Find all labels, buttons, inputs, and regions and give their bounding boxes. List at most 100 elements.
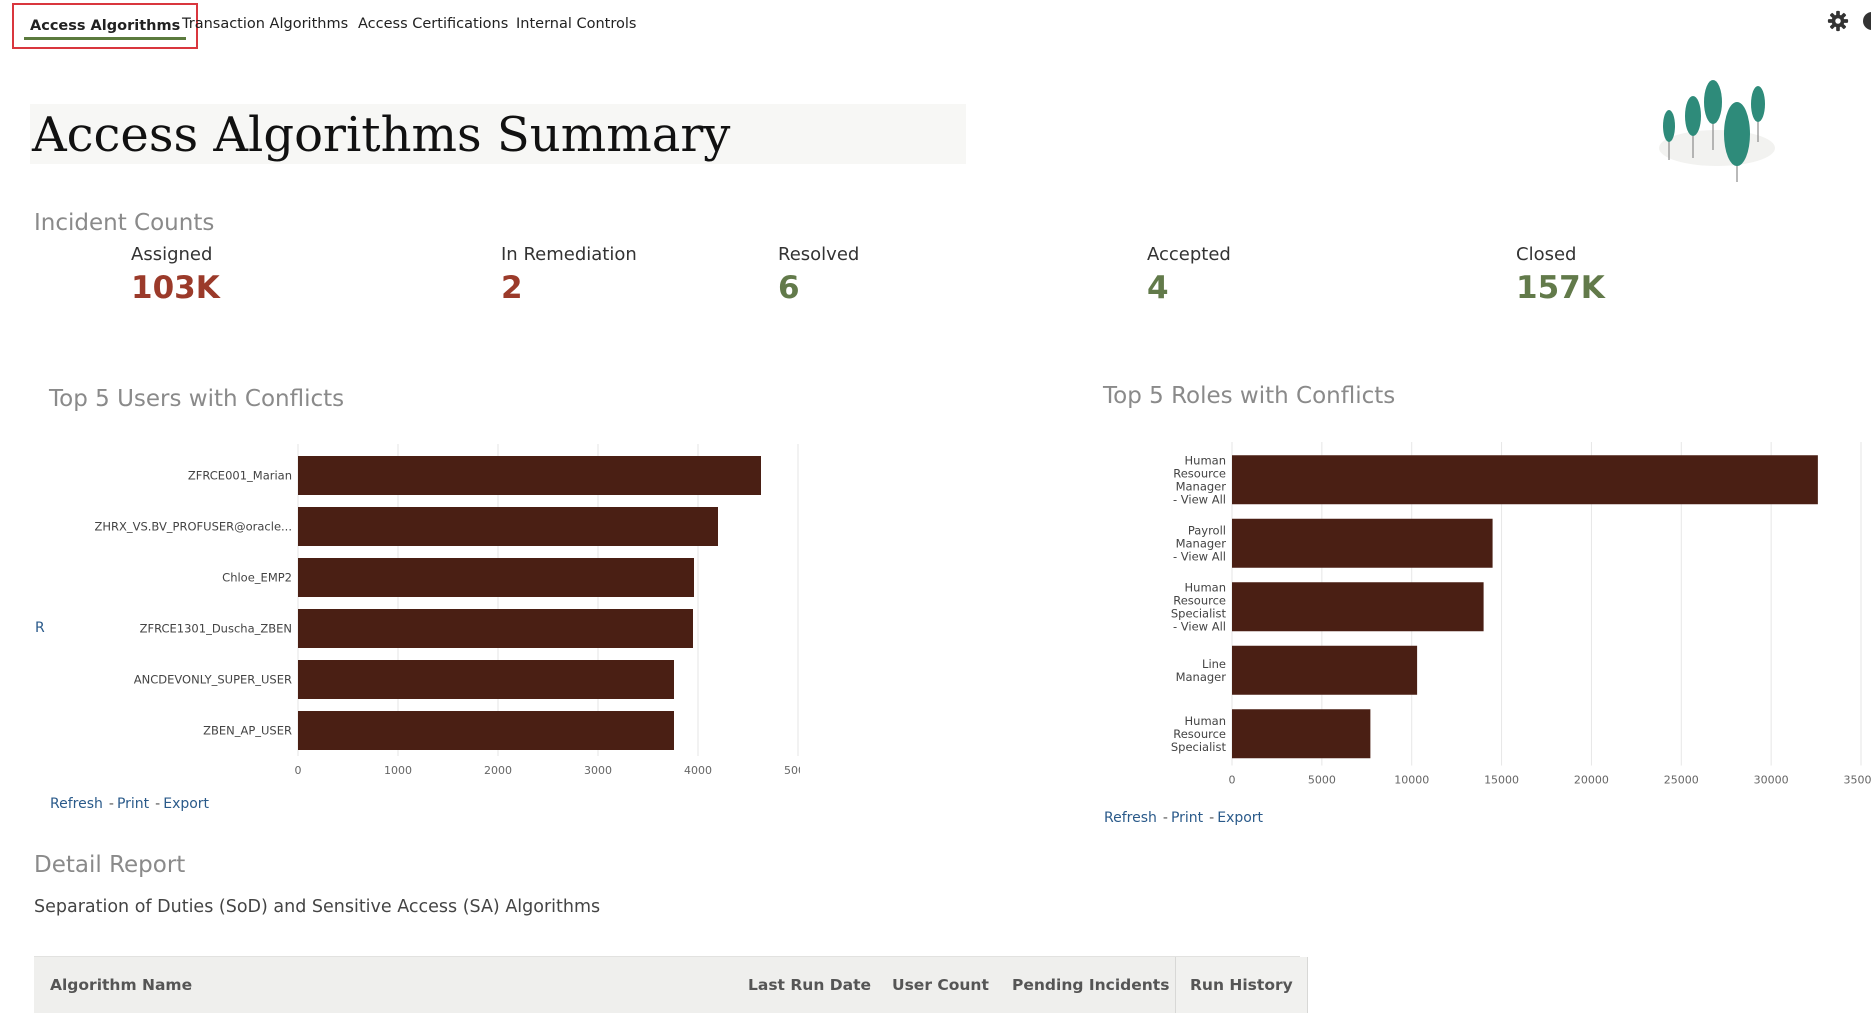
count-value[interactable]: 4 [1147, 271, 1231, 305]
print-link[interactable]: Print [117, 796, 149, 812]
count-resolved: Resolved 6 [778, 244, 859, 305]
bar[interactable] [298, 558, 694, 597]
category-label: Human [1185, 453, 1226, 467]
gear-icon[interactable] [1827, 10, 1849, 32]
active-tab-indicator [24, 37, 186, 40]
column-header-algorithm-name[interactable]: Algorithm Name [50, 957, 192, 1013]
count-label: In Remediation [501, 244, 637, 265]
category-label: Resource [1173, 727, 1226, 741]
roles-chart-actions: Refresh-Print-Export [1104, 810, 1263, 826]
category-label: Manager [1176, 536, 1227, 550]
user-menu-icon[interactable] [1861, 10, 1871, 32]
count-accepted: Accepted 4 [1147, 244, 1231, 305]
category-label: ZBEN_AP_USER [203, 724, 292, 738]
tab-label: Internal Controls [516, 16, 636, 32]
link-separator: - [155, 796, 160, 812]
print-link[interactable]: Print [1171, 810, 1203, 826]
column-header-pending-incidents[interactable]: Pending Incidents [1012, 957, 1169, 1013]
roles-conflicts-chart: 0 5000 10000 15000 20000 25000 30000 35000 Human… [1060, 410, 1871, 790]
category-label: ZFRCE1301_Duscha_ZBEN [140, 622, 292, 636]
category-label: - View All [1173, 549, 1226, 563]
x-tick-label: 35000 [1844, 774, 1871, 787]
category-label: - View All [1173, 492, 1226, 506]
refresh-link[interactable]: Refresh [50, 796, 103, 812]
tab-access-algorithms[interactable]: Access Algorithms [12, 3, 198, 49]
category-label: ANCDEVONLY_SUPER_USER [134, 673, 292, 687]
category-label: Manager [1176, 670, 1227, 684]
count-value[interactable]: 103K [131, 271, 220, 305]
x-tick-label: 4000 [684, 764, 712, 777]
bar[interactable] [1232, 455, 1818, 504]
x-tick-label: 30000 [1754, 774, 1789, 787]
x-tick-label: 15000 [1484, 774, 1519, 787]
bar[interactable] [1232, 582, 1484, 631]
column-header-user-count[interactable]: User Count [892, 957, 989, 1013]
link-separator: - [1209, 810, 1214, 826]
category-label: Specialist [1171, 606, 1227, 620]
x-tick-label: 20000 [1574, 774, 1609, 787]
users-conflicts-chart: 0 1000 2000 3000 4000 5000 ZFRCE001_Marian ZHRX… [0, 410, 800, 780]
tab-access-certifications[interactable]: Access Certifications [358, 4, 508, 44]
column-header-run-history[interactable]: Run History [1175, 957, 1308, 1013]
x-tick-label: 1000 [384, 764, 412, 777]
x-tick-label: 0 [1229, 774, 1236, 787]
count-label: Resolved [778, 244, 859, 265]
bar[interactable] [298, 660, 674, 699]
category-label: ZFRCE001_Marian [188, 469, 292, 483]
count-closed: Closed 157K [1516, 244, 1605, 305]
tab-internal-controls[interactable]: Internal Controls [516, 4, 636, 44]
x-tick-label: 2000 [484, 764, 512, 777]
category-label: Specialist [1171, 740, 1227, 754]
count-label: Closed [1516, 244, 1605, 265]
count-label: Accepted [1147, 244, 1231, 265]
bar[interactable] [298, 456, 761, 495]
category-label: Human [1185, 714, 1226, 728]
tab-label: Access Algorithms [30, 18, 180, 34]
bar[interactable] [298, 711, 674, 750]
category-label: Resource [1173, 593, 1226, 607]
bar[interactable] [1232, 646, 1417, 695]
count-assigned: Assigned 103K [131, 244, 220, 305]
count-value[interactable]: 2 [501, 271, 637, 305]
x-tick-label: 3000 [584, 764, 612, 777]
count-value[interactable]: 157K [1516, 271, 1605, 305]
export-link[interactable]: Export [1217, 810, 1263, 826]
chart-roles-title: Top 5 Roles with Conflicts [1103, 383, 1395, 409]
detail-report-subtitle: Separation of Duties (SoD) and Sensitive… [34, 897, 600, 917]
x-tick-label: 25000 [1664, 774, 1699, 787]
category-label: ZHRX_VS.BV_PROFUSER@oracle... [94, 520, 292, 534]
trees-illustration-icon [1655, 70, 1785, 190]
category-label: Payroll [1188, 523, 1226, 537]
x-tick-label: 0 [295, 764, 302, 777]
count-in-remediation: In Remediation 2 [501, 244, 637, 305]
bar[interactable] [298, 507, 718, 546]
page-title: Access Algorithms Summary [32, 104, 730, 166]
tab-label: Transaction Algorithms [182, 16, 348, 32]
count-value[interactable]: 6 [778, 271, 859, 305]
category-label: Resource [1173, 466, 1226, 480]
refresh-link[interactable]: Refresh [1104, 810, 1157, 826]
category-label: Chloe_EMP2 [222, 571, 292, 585]
link-separator: - [1163, 810, 1168, 826]
tab-label: Access Certifications [358, 16, 508, 32]
chart-users-title: Top 5 Users with Conflicts [49, 386, 344, 412]
x-tick-label: 10000 [1394, 774, 1429, 787]
detail-report-title: Detail Report [34, 852, 185, 878]
bar[interactable] [1232, 519, 1493, 568]
column-header-last-run-date[interactable]: Last Run Date [748, 957, 871, 1013]
category-label: Human [1185, 580, 1226, 594]
x-tick-label: 5000 [1308, 774, 1336, 787]
bar[interactable] [1232, 709, 1370, 758]
incident-counts-title: Incident Counts [34, 210, 214, 236]
count-label: Assigned [131, 244, 220, 265]
category-label: Manager [1176, 479, 1227, 493]
category-label: Line [1202, 657, 1226, 671]
algorithms-table-header: Algorithm Name Last Run Date User Count … [34, 956, 1300, 1013]
export-link[interactable]: Export [163, 796, 209, 812]
tab-transaction-algorithms[interactable]: Transaction Algorithms [182, 4, 348, 44]
category-label: - View All [1173, 619, 1226, 633]
x-tick-label: 5000 [784, 764, 800, 777]
users-chart-actions: Refresh-Print-Export [50, 796, 209, 812]
bar[interactable] [298, 609, 693, 648]
link-separator: - [109, 796, 114, 812]
